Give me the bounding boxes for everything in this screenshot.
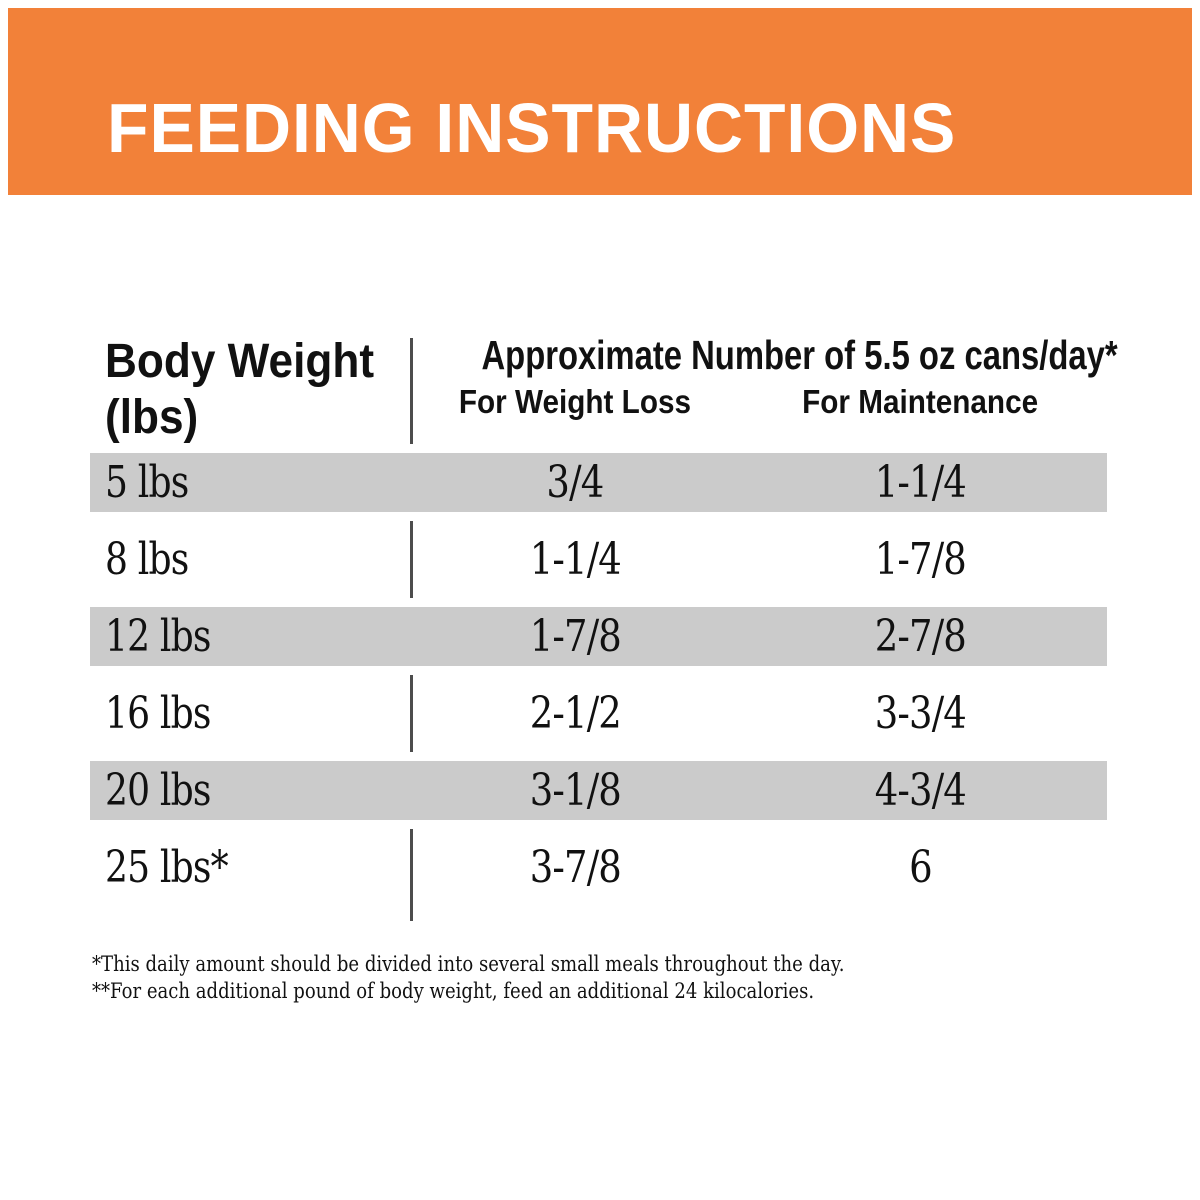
body-weight-header-line1: Body Weight	[105, 335, 375, 388]
maintenance-cell: 1-7/8	[874, 534, 966, 585]
body-weight-cell: 16 lbs	[105, 688, 211, 739]
body-weight-cell: 8 lbs	[105, 534, 189, 585]
sub-header-row: For Weight Loss For Maintenance	[412, 384, 1102, 420]
body-weight-cell: 12 lbs	[105, 611, 211, 662]
column-header-body-weight: Body Weight (lbs)	[105, 334, 374, 446]
column-header-weight-loss: For Weight Loss	[458, 383, 692, 420]
feeding-table-body: 5 lbs 3/4 1-1/4 8 lbs 1-1/4 1-7/8 12 lbs…	[90, 444, 1107, 906]
maintenance-cell: 6	[908, 842, 933, 893]
footnote-additional-kcal: **For each additional pound of body weig…	[92, 979, 815, 1003]
footnotes: *This daily amount should be divided int…	[92, 951, 844, 1005]
column-header-maintenance: For Maintenance	[802, 383, 1038, 420]
body-weight-header-line2: (lbs)	[105, 391, 199, 444]
table-row: 20 lbs 3-1/8 4-3/4	[90, 752, 1107, 829]
table-row: 8 lbs 1-1/4 1-7/8	[90, 521, 1107, 598]
maintenance-cell: 2-7/8	[874, 611, 966, 662]
body-weight-cell: 25 lbs*	[105, 842, 229, 893]
maintenance-cell: 3-3/4	[874, 688, 966, 739]
weight-loss-cell: 1-7/8	[529, 611, 621, 662]
table-row: 25 lbs* 3-7/8 6	[90, 829, 1107, 906]
column-header-cans-per-day: Approximate Number of 5.5 oz cans/day*	[481, 332, 1118, 378]
body-weight-cell: 5 lbs	[105, 457, 189, 508]
weight-loss-cell: 3-7/8	[529, 842, 621, 893]
page-title: FEEDING INSTRUCTIONS	[107, 89, 957, 167]
weight-loss-cell: 3-1/8	[529, 765, 621, 816]
table-row: 12 lbs 1-7/8 2-7/8	[90, 598, 1107, 675]
weight-loss-cell: 2-1/2	[529, 688, 621, 739]
maintenance-cell: 1-1/4	[874, 457, 966, 508]
weight-loss-cell: 1-1/4	[529, 534, 621, 585]
weight-loss-cell: 3/4	[546, 457, 605, 508]
maintenance-cell: 4-3/4	[874, 765, 966, 816]
table-row: 5 lbs 3/4 1-1/4	[90, 444, 1107, 521]
footnote-daily-meals: *This daily amount should be divided int…	[92, 952, 845, 976]
header-banner: FEEDING INSTRUCTIONS	[8, 8, 1192, 195]
body-weight-cell: 20 lbs	[105, 765, 211, 816]
table-row: 16 lbs 2-1/2 3-3/4	[90, 675, 1107, 752]
